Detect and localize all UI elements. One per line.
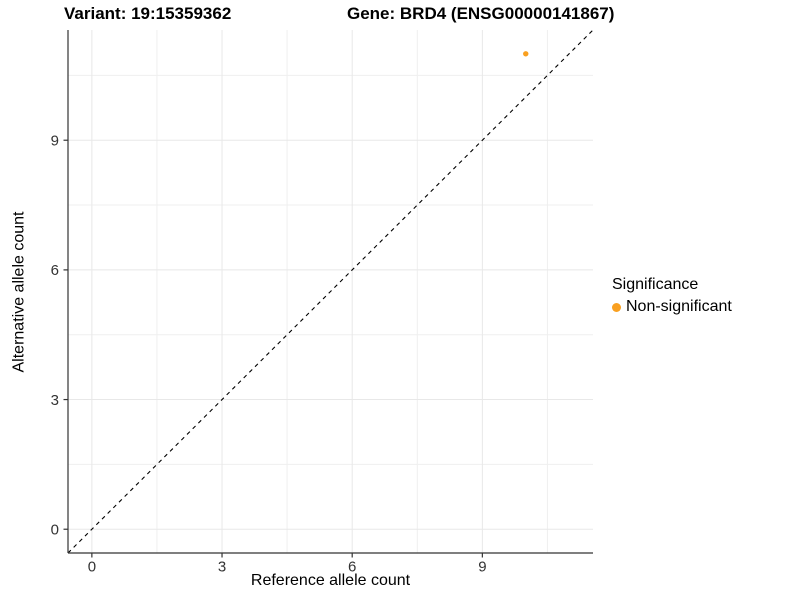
legend-title: Significance [612,276,699,293]
y-tick-label: 3 [51,392,59,409]
y-tick-label: 0 [51,521,59,538]
x-axis-label: Reference allele count [250,572,411,589]
x-tick-label: 3 [218,559,226,576]
legend-item-label: Non-significant [626,298,732,315]
y-axis-label-container: Alternative allele count [4,30,34,553]
identity-reference-line [67,29,594,554]
data-point [523,51,529,57]
legend: Significance Non-significant [612,276,732,316]
x-tick-label: 6 [348,559,356,576]
y-tick-label: 9 [51,132,59,149]
legend-item: Non-significant [612,298,732,316]
x-tick-label: 0 [88,559,96,576]
y-tick-label: 6 [51,262,59,279]
y-axis-label: Alternative allele count [10,211,28,372]
legend-dot-icon [612,302,621,312]
plot-title-gene: Gene: BRD4 (ENSG00000141867) [347,4,615,23]
plot-title-variant: Variant: 19:15359362 [64,4,232,23]
x-tick-label: 9 [478,559,486,576]
